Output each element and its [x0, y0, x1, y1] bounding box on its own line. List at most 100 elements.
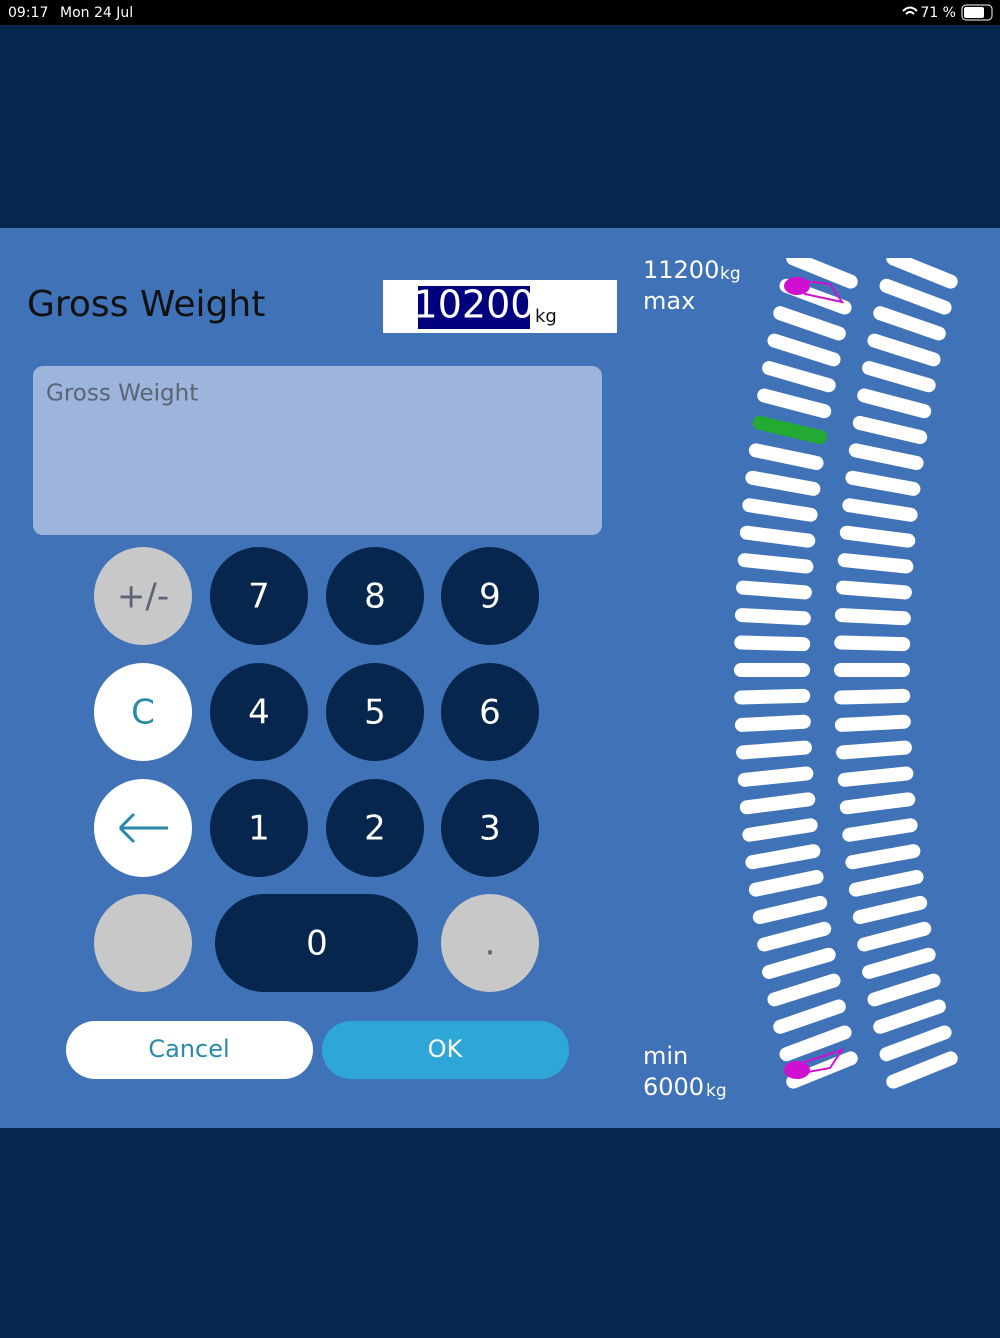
battery-icon — [961, 4, 993, 21]
battery-level — [964, 7, 984, 18]
gauge-stripe — [742, 818, 818, 842]
min-pointer — [794, 1048, 845, 1076]
gauge-stripe — [836, 580, 912, 600]
key-label: 3 — [479, 809, 501, 849]
status-time: 09:17 — [8, 5, 48, 21]
gauge-stripe — [834, 714, 911, 732]
gauge-stripe — [745, 844, 821, 870]
text-area-placeholder: Gross Weight — [46, 381, 198, 407]
key-label: 4 — [248, 693, 270, 733]
key-label: 1 — [248, 809, 270, 849]
key-blank[interactable] — [94, 894, 192, 992]
gauge-stripe — [839, 792, 916, 815]
gauge-stripe — [786, 258, 858, 289]
gauge-stripe — [867, 333, 941, 367]
gauge-max-value: 11200 — [643, 256, 719, 284]
key[interactable] — [326, 663, 424, 761]
gauge-stripe — [767, 973, 841, 1007]
wifi-icon — [902, 6, 918, 15]
key[interactable] — [441, 663, 539, 761]
current-stripe — [752, 415, 828, 445]
gauge-stripe — [734, 608, 811, 626]
value-unit: kg — [535, 306, 557, 327]
key-label: 7 — [248, 577, 270, 617]
value-text: 10200 — [414, 283, 535, 327]
key-label: 0 — [306, 924, 328, 964]
key-label: 8 — [364, 577, 386, 617]
key[interactable] — [210, 663, 308, 761]
gauge-min-value: 6000 — [643, 1073, 704, 1101]
gauge-stripe — [852, 415, 928, 445]
key-label: 2 — [364, 809, 386, 849]
gauge-stripe — [737, 766, 814, 787]
gauge-stripe — [736, 580, 812, 600]
gauge-stripe — [734, 688, 811, 705]
gauge-stripe — [773, 306, 846, 341]
gauge-stripe — [739, 525, 816, 548]
gauge-stripe — [873, 306, 946, 341]
gauge-stripe — [834, 608, 911, 626]
gauge-stripe — [739, 792, 816, 815]
value-highlight — [418, 286, 530, 329]
gauge-stripe — [862, 361, 936, 393]
cancel-button[interactable] — [66, 1021, 313, 1079]
gauge-stripe — [836, 740, 912, 760]
gauge-stripe — [842, 498, 918, 522]
cancel-label: Cancel — [148, 1035, 229, 1063]
gauge-stripe — [867, 973, 941, 1007]
gauge-stripe — [857, 921, 932, 952]
key[interactable] — [441, 894, 539, 992]
gauge-stripe — [767, 333, 841, 367]
ok-button[interactable] — [322, 1021, 569, 1079]
gauge-stripe — [848, 870, 924, 897]
min-marker — [784, 1061, 810, 1079]
gauge-stripe — [837, 766, 914, 787]
gauge-stripe — [779, 1025, 852, 1062]
text-area[interactable] — [33, 366, 602, 535]
key[interactable] — [215, 894, 418, 992]
gauge-stripe — [848, 443, 924, 470]
key-label: 5 — [364, 693, 386, 733]
gauge-stripe — [734, 714, 811, 732]
key[interactable] — [326, 547, 424, 645]
gauge-stripe — [745, 470, 821, 496]
gauge-stripe — [837, 553, 914, 574]
key-label: 9 — [479, 577, 501, 617]
gauge-stripe — [862, 947, 936, 979]
status-date: Mon 24 Jul — [60, 5, 133, 21]
gauge[interactable] — [734, 249, 960, 1090]
gauge-stripe — [834, 688, 911, 705]
key[interactable] — [210, 779, 308, 877]
gauge-stripe — [839, 525, 916, 548]
gauge-stripe — [834, 663, 910, 677]
gauge-stripe — [886, 258, 958, 289]
key[interactable] — [94, 547, 192, 645]
gauge-stripe — [748, 443, 824, 470]
key[interactable] — [441, 779, 539, 877]
gauge-stripe — [762, 361, 836, 393]
gauge-stripe — [752, 895, 828, 925]
gauge-stripe — [757, 388, 832, 419]
key[interactable] — [326, 779, 424, 877]
gauge-stripe — [852, 895, 928, 925]
gauge-stripe — [879, 1025, 952, 1062]
gauge-min-label: min — [643, 1042, 688, 1070]
gauge-stripe — [879, 278, 952, 315]
gauge-stripe — [734, 663, 810, 677]
gauge-stripe — [845, 844, 921, 870]
key-label: +/- — [117, 577, 169, 617]
ok-label: OK — [428, 1035, 464, 1063]
status-bar — [0, 0, 1000, 25]
dialog-title: Gross Weight — [27, 284, 265, 325]
gauge-stripe — [886, 1051, 958, 1089]
backspace-icon — [118, 812, 168, 844]
gauge-stripe — [773, 999, 846, 1034]
gauge-stripe — [736, 740, 812, 760]
key[interactable] — [441, 547, 539, 645]
key[interactable] — [94, 663, 192, 761]
gauge-stripe — [757, 921, 832, 952]
gauge-stripe — [737, 553, 814, 574]
gauge-stripe — [845, 470, 921, 496]
key[interactable] — [210, 547, 308, 645]
